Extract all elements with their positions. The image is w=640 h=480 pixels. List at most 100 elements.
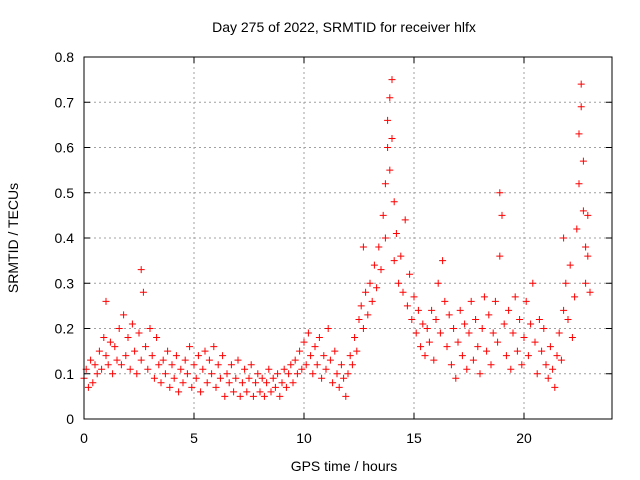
data-point bbox=[439, 257, 447, 265]
data-point bbox=[263, 379, 271, 387]
data-point bbox=[238, 379, 246, 387]
data-point bbox=[153, 334, 161, 342]
data-point bbox=[216, 374, 224, 382]
data-point bbox=[318, 374, 326, 382]
data-point bbox=[168, 361, 176, 369]
data-point bbox=[355, 315, 363, 323]
data-point bbox=[179, 379, 187, 387]
data-point bbox=[131, 347, 139, 355]
data-point bbox=[379, 211, 387, 219]
data-point bbox=[285, 370, 293, 378]
data-point bbox=[562, 279, 570, 287]
data-point bbox=[234, 356, 242, 364]
grid bbox=[84, 57, 612, 419]
data-point bbox=[480, 293, 488, 301]
data-point bbox=[579, 207, 587, 215]
data-point bbox=[511, 293, 519, 301]
data-point bbox=[225, 379, 233, 387]
data-point bbox=[359, 325, 367, 332]
data-point bbox=[364, 311, 372, 319]
data-point bbox=[436, 329, 444, 337]
data-point bbox=[296, 347, 304, 355]
data-point bbox=[104, 361, 112, 369]
chart-title: Day 275 of 2022, SRMTID for receiver hlf… bbox=[212, 19, 476, 35]
data-point bbox=[252, 379, 260, 387]
data-point bbox=[401, 216, 409, 224]
data-point bbox=[249, 392, 257, 400]
data-point bbox=[487, 361, 495, 369]
data-point bbox=[214, 361, 222, 369]
data-point bbox=[311, 343, 319, 351]
data-point bbox=[183, 370, 191, 378]
data-point bbox=[144, 365, 152, 373]
data-point bbox=[210, 343, 218, 351]
data-point bbox=[388, 76, 396, 84]
data-point bbox=[524, 352, 532, 360]
data-point bbox=[333, 370, 341, 378]
data-point bbox=[456, 306, 464, 314]
data-point bbox=[577, 80, 585, 88]
data-point bbox=[313, 361, 321, 369]
data-point bbox=[172, 352, 180, 360]
data-point bbox=[157, 379, 165, 387]
data-point bbox=[513, 347, 521, 355]
data-point bbox=[509, 329, 517, 337]
data-point bbox=[553, 352, 561, 360]
data-point bbox=[124, 334, 132, 342]
data-point bbox=[329, 379, 337, 387]
data-point bbox=[386, 94, 394, 102]
data-point bbox=[346, 352, 354, 360]
data-point bbox=[91, 361, 99, 369]
data-point bbox=[117, 361, 125, 369]
data-point bbox=[340, 374, 348, 382]
data-point bbox=[560, 234, 568, 242]
data-point bbox=[544, 374, 552, 382]
y-tick-label: 0.6 bbox=[55, 140, 75, 156]
data-point bbox=[357, 302, 365, 310]
data-point bbox=[102, 352, 110, 360]
data-point bbox=[450, 325, 458, 332]
data-point bbox=[256, 388, 264, 396]
data-point bbox=[232, 374, 240, 382]
data-point bbox=[166, 383, 174, 391]
data-point bbox=[287, 361, 295, 369]
data-point bbox=[494, 338, 502, 346]
data-point bbox=[95, 347, 103, 355]
y-tick-label: 0.8 bbox=[55, 49, 75, 65]
data-point bbox=[113, 356, 121, 364]
data-point bbox=[551, 383, 559, 391]
data-point bbox=[93, 370, 101, 378]
data-point bbox=[375, 243, 383, 251]
data-point bbox=[502, 352, 510, 360]
data-point bbox=[188, 383, 196, 391]
data-point bbox=[406, 270, 414, 278]
data-point bbox=[302, 361, 310, 369]
data-point bbox=[500, 320, 508, 328]
data-point bbox=[395, 279, 403, 287]
data-point bbox=[390, 257, 398, 265]
data-point bbox=[324, 325, 332, 332]
data-point bbox=[403, 302, 411, 310]
data-point bbox=[192, 374, 200, 382]
data-point bbox=[516, 315, 524, 323]
data-point bbox=[377, 266, 385, 274]
data-point bbox=[289, 379, 297, 387]
data-point bbox=[441, 297, 449, 305]
data-point bbox=[491, 297, 499, 305]
data-point bbox=[111, 343, 119, 351]
data-point bbox=[282, 383, 290, 391]
data-point bbox=[337, 361, 345, 369]
data-point bbox=[203, 379, 211, 387]
data-point bbox=[474, 343, 482, 351]
data-point bbox=[386, 166, 394, 174]
data-point bbox=[260, 392, 268, 400]
data-point bbox=[582, 243, 590, 251]
data-point bbox=[245, 374, 253, 382]
data-point bbox=[445, 311, 453, 319]
data-point bbox=[150, 374, 158, 382]
data-point bbox=[293, 370, 301, 378]
data-point bbox=[586, 288, 594, 296]
x-tick-label: 20 bbox=[516, 430, 532, 446]
